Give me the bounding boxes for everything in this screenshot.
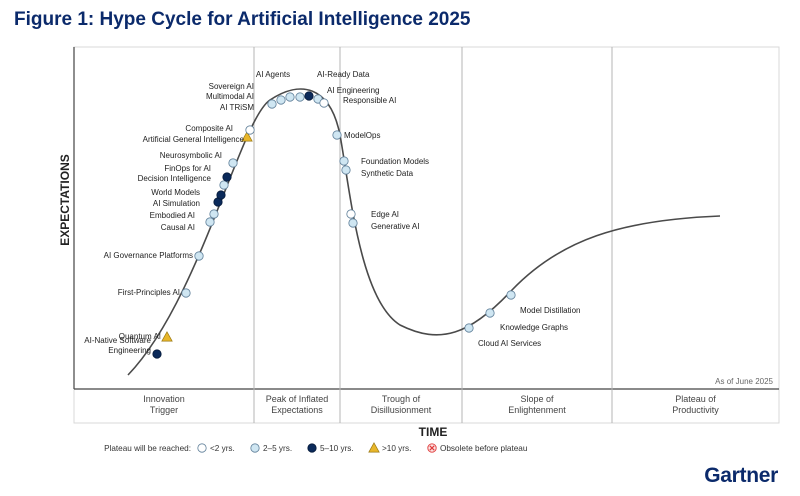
modelops-marker bbox=[332, 130, 342, 140]
responsible-ai-marker bbox=[319, 98, 329, 108]
phase-label-3: Trough of bbox=[382, 394, 421, 404]
ai-agents-marker bbox=[295, 92, 305, 102]
artificial-general-intelligence-marker bbox=[241, 131, 253, 142]
model-distillation-label: Model Distillation bbox=[520, 306, 580, 315]
sovereign-ai-label: Sovereign AI bbox=[209, 82, 254, 91]
phase-label-2: Peak of Inflated bbox=[266, 394, 329, 404]
quantum-ai-label: Quantum AI bbox=[119, 332, 161, 341]
world-models-marker bbox=[216, 190, 226, 200]
decision-intelligence-label: Decision Intelligence bbox=[138, 174, 212, 183]
causal-ai-marker bbox=[205, 217, 215, 227]
neurosymbolic-ai-label: Neurosymbolic AI bbox=[160, 151, 222, 160]
neurosymbolic-ai-marker bbox=[228, 158, 238, 168]
finops-for-ai-marker bbox=[222, 172, 232, 182]
figure-title: Figure 1: Hype Cycle for Artificial Inte… bbox=[14, 9, 471, 30]
foundation-models-label: Foundation Models bbox=[361, 157, 429, 166]
embodied-ai-label: Embodied AI bbox=[150, 211, 195, 220]
model-distillation-marker bbox=[506, 290, 516, 300]
ai-simulation-label: AI Simulation bbox=[153, 199, 200, 208]
decision-intelligence-marker bbox=[219, 180, 229, 190]
edge-ai-marker bbox=[346, 209, 356, 219]
finops-for-ai-label: FinOps for AI bbox=[164, 164, 211, 173]
x-axis-label: TIME bbox=[419, 425, 448, 439]
ai-native-software-engineering-label: AI-Native Software bbox=[84, 336, 151, 345]
plot-frame bbox=[73, 46, 780, 424]
responsible-ai-label: Responsible AI bbox=[343, 96, 396, 105]
legend-marker-obsolete-x bbox=[429, 445, 435, 451]
phase-label-3: Disillusionment bbox=[371, 405, 432, 415]
causal-ai-label: Causal AI bbox=[161, 223, 195, 232]
ai-governance-platforms-label: AI Governance Platforms bbox=[104, 251, 193, 260]
first-principles-ai-marker bbox=[181, 288, 191, 298]
foundation-models-marker bbox=[339, 156, 349, 166]
legend-marker-lt2 bbox=[197, 443, 207, 453]
legend-marker-2to5 bbox=[250, 443, 260, 453]
multimodal-ai-label: Multimodal AI bbox=[206, 92, 254, 101]
multimodal-ai-marker bbox=[276, 95, 286, 105]
legend-label-2to5: 2–5 yrs. bbox=[263, 444, 292, 453]
as-of-note: As of June 2025 bbox=[715, 377, 773, 386]
ai-trism-marker bbox=[267, 99, 277, 109]
quantum-ai-marker bbox=[161, 331, 173, 342]
ai-governance-platforms-marker bbox=[194, 251, 204, 261]
legend-title: Plateau will be reached: bbox=[104, 444, 191, 453]
first-principles-ai-label: First-Principles AI bbox=[118, 288, 180, 297]
embodied-ai-marker bbox=[209, 209, 219, 219]
ai-agents-label: AI Agents bbox=[256, 70, 290, 79]
ai-native-software-engineering-marker bbox=[152, 349, 162, 359]
phase-label-1: Innovation bbox=[143, 394, 185, 404]
legend-marker-gt10 bbox=[368, 442, 380, 453]
ai-engineering-label: AI Engineering bbox=[327, 86, 379, 95]
artificial-general-intelligence-label: Artificial General Intelligence bbox=[143, 135, 245, 144]
phase-label-4: Enlightenment bbox=[508, 405, 566, 415]
legend-label-5to10: 5–10 yrs. bbox=[320, 444, 354, 453]
edge-ai-label: Edge AI bbox=[371, 210, 399, 219]
phase-label-2: Expectations bbox=[271, 405, 323, 415]
knowledge-graphs-marker bbox=[485, 308, 495, 318]
generative-ai-marker bbox=[348, 218, 358, 228]
world-models-label: World Models bbox=[151, 188, 200, 197]
ai-native-software-engineering-label: Engineering bbox=[108, 346, 151, 355]
y-axis-label: EXPECTATIONS bbox=[58, 154, 72, 246]
cloud-ai-services-marker bbox=[464, 323, 474, 333]
phase-label-1: Trigger bbox=[150, 405, 178, 415]
phase-label-4: Slope of bbox=[520, 394, 554, 404]
synthetic-data-label: Synthetic Data bbox=[361, 169, 414, 178]
modelops-label: ModelOps bbox=[344, 131, 380, 140]
phase-label-5: Plateau of bbox=[675, 394, 716, 404]
synthetic-data-marker bbox=[341, 165, 351, 175]
legend-label-lt2: <2 yrs. bbox=[210, 444, 235, 453]
knowledge-graphs-label: Knowledge Graphs bbox=[500, 323, 568, 332]
ai-ready-data-marker bbox=[304, 91, 314, 101]
legend-label-obsolete: Obsolete before plateau bbox=[440, 444, 528, 453]
legend-label-gt10: >10 yrs. bbox=[382, 444, 411, 453]
ai-ready-data-label: AI-Ready Data bbox=[317, 70, 370, 79]
cloud-ai-services-label: Cloud AI Services bbox=[478, 339, 541, 348]
composite-ai-label: Composite AI bbox=[185, 124, 233, 133]
legend-marker-5to10 bbox=[307, 443, 317, 453]
generative-ai-label: Generative AI bbox=[371, 222, 419, 231]
sovereign-ai-marker bbox=[285, 92, 295, 102]
ai-trism-label: AI TRiSM bbox=[220, 103, 254, 112]
gartner-logo: Gartner bbox=[704, 464, 778, 487]
composite-ai-marker bbox=[245, 125, 255, 135]
phase-label-5: Productivity bbox=[672, 405, 719, 415]
